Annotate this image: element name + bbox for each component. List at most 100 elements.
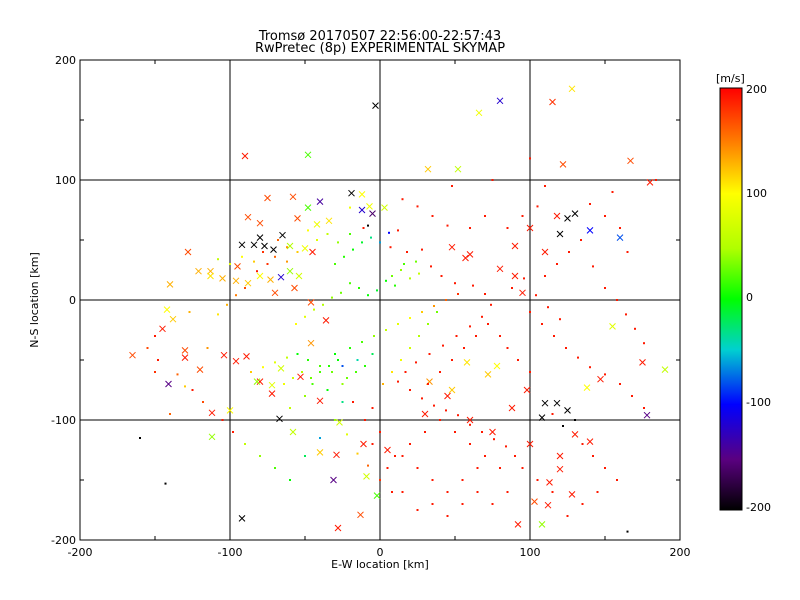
data-point-dot bbox=[457, 293, 459, 295]
data-point-dot bbox=[289, 407, 291, 409]
data-point-dot bbox=[626, 530, 629, 533]
data-point-dot bbox=[310, 377, 312, 379]
data-point-dot bbox=[391, 371, 393, 373]
data-point-x-marker bbox=[232, 357, 240, 365]
data-point-x-marker bbox=[165, 380, 172, 388]
data-point-x-marker bbox=[463, 359, 471, 366]
data-point-dot bbox=[376, 289, 378, 292]
data-point-dot bbox=[146, 347, 149, 349]
data-point-dot bbox=[349, 206, 351, 209]
data-point-x-marker bbox=[268, 381, 276, 389]
data-point-x-marker bbox=[309, 248, 316, 256]
y-tick-label: -200 bbox=[51, 534, 76, 547]
data-point-x-marker bbox=[256, 272, 264, 280]
data-point-dot bbox=[440, 275, 443, 277]
data-point-x-marker bbox=[360, 440, 367, 448]
data-point-dot bbox=[403, 263, 405, 265]
data-point-x-marker bbox=[295, 272, 303, 280]
data-point-x-marker bbox=[586, 227, 594, 234]
data-point-x-marker bbox=[196, 366, 204, 373]
data-point-x-marker bbox=[294, 215, 301, 222]
data-point-dot bbox=[439, 419, 441, 421]
data-point-dot bbox=[401, 491, 404, 493]
data-point-dot bbox=[625, 313, 627, 316]
data-point-dot bbox=[547, 306, 549, 309]
data-point-dot bbox=[221, 419, 224, 421]
data-point-dot bbox=[406, 251, 408, 253]
data-point-dot bbox=[472, 284, 474, 287]
data-point-dot bbox=[301, 371, 303, 373]
data-point-x-marker bbox=[493, 362, 501, 370]
data-point-dot bbox=[431, 215, 434, 217]
data-point-dot bbox=[446, 515, 449, 517]
data-point-x-marker bbox=[129, 351, 136, 359]
data-point-x-marker bbox=[484, 371, 492, 378]
data-point-dot bbox=[455, 335, 458, 337]
data-point-dot bbox=[244, 287, 246, 289]
chart-subtitle: RwPretec (8p) EXPERIMENTAL SKYMAP bbox=[255, 41, 505, 56]
data-point-dot bbox=[229, 263, 231, 265]
data-point-dot bbox=[592, 265, 594, 268]
data-point-x-marker bbox=[267, 276, 274, 283]
data-point-x-marker bbox=[207, 267, 214, 275]
data-point-dot bbox=[388, 231, 390, 234]
data-point-dot bbox=[481, 315, 483, 318]
data-point-dot bbox=[418, 335, 420, 337]
data-point-dot bbox=[416, 509, 419, 511]
data-point-dot bbox=[484, 455, 486, 457]
data-point-dot bbox=[391, 491, 393, 493]
data-point-dot bbox=[331, 371, 333, 373]
data-point-dot bbox=[253, 260, 255, 263]
data-point-x-marker bbox=[466, 416, 474, 424]
data-point-dot bbox=[409, 347, 411, 349]
data-point-dot bbox=[476, 491, 479, 493]
data-point-dot bbox=[463, 347, 465, 349]
data-point-dot bbox=[286, 356, 288, 359]
data-point-x-marker bbox=[448, 386, 456, 394]
data-point-dot bbox=[367, 464, 369, 467]
data-point-x-marker bbox=[384, 446, 391, 454]
data-point-dot bbox=[274, 255, 276, 258]
data-point-x-marker bbox=[181, 354, 189, 361]
data-point-dot bbox=[428, 353, 431, 355]
data-point-dot bbox=[367, 224, 369, 227]
data-point-dot bbox=[400, 269, 402, 271]
data-point-x-marker bbox=[238, 241, 246, 249]
data-point-x-marker bbox=[232, 277, 240, 285]
data-point-x-marker bbox=[250, 241, 258, 249]
data-point-dot bbox=[505, 445, 507, 448]
data-point-dot bbox=[611, 191, 614, 193]
data-point-dot bbox=[536, 479, 539, 481]
data-point-x-marker bbox=[358, 191, 366, 198]
data-point-dot bbox=[311, 383, 314, 385]
grid-lines bbox=[79, 59, 681, 541]
data-point-x-marker bbox=[381, 204, 388, 211]
data-point-dot bbox=[416, 467, 419, 469]
data-point-dot bbox=[356, 452, 359, 455]
data-point-x-marker bbox=[571, 431, 579, 438]
data-point-x-marker bbox=[462, 254, 469, 262]
data-point-dot bbox=[319, 371, 321, 373]
data-point-dot bbox=[565, 347, 567, 349]
data-point-x-marker bbox=[514, 521, 522, 528]
data-point-x-marker bbox=[304, 151, 312, 159]
data-point-dot bbox=[409, 443, 411, 445]
data-point-x-marker bbox=[556, 465, 564, 473]
data-point-dot bbox=[409, 317, 411, 319]
data-point-x-marker bbox=[226, 407, 234, 414]
data-point-dot bbox=[202, 401, 204, 403]
data-point-x-marker bbox=[571, 210, 579, 217]
data-point-dot bbox=[619, 227, 621, 229]
x-axis-ticks: -200 -100 0 100 200 bbox=[68, 546, 691, 559]
data-point-x-marker bbox=[358, 206, 366, 214]
data-point-dot bbox=[337, 359, 339, 361]
data-point-x-marker bbox=[325, 217, 333, 225]
data-point-dot bbox=[616, 299, 618, 301]
data-point-x-marker bbox=[333, 451, 340, 459]
data-point-x-marker bbox=[609, 323, 616, 330]
data-point-dot bbox=[169, 413, 171, 415]
data-point-x-marker bbox=[307, 299, 315, 306]
data-point-dot bbox=[274, 467, 276, 469]
data-point-dot bbox=[244, 443, 246, 445]
data-point-dot bbox=[581, 503, 584, 505]
